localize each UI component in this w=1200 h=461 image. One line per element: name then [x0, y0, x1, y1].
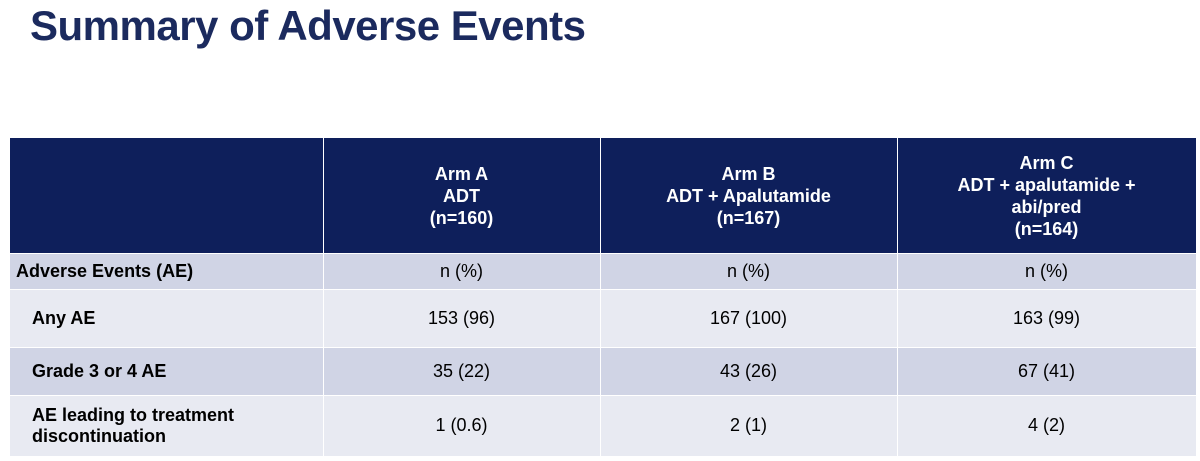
cell: n (%)	[897, 253, 1197, 290]
cell: 1 (0.6)	[323, 395, 601, 456]
column-header: Arm C ADT + apalutamide + abi/pred (n=164)	[897, 138, 1197, 254]
header-line: (n=167)	[716, 207, 781, 228]
table-row: Grade 3 or 4 AE 35 (22) 43 (26) 67 (41)	[10, 347, 1197, 396]
header-line: ADT + apalutamide +	[957, 174, 1136, 195]
cell: 167 (100)	[600, 289, 898, 348]
header-line: (n=164)	[1014, 218, 1079, 239]
header-row: Arm A ADT (n=160) Arm B ADT + Apalutamide (n=…	[10, 138, 1197, 254]
table-body: Adverse Events (AE) n (%) n (%) n (%) Any AE…	[10, 253, 1197, 456]
adverse-events-table: Arm A ADT (n=160) Arm B ADT + Apalutamide (n=…	[10, 138, 1197, 456]
header-line: (n=160)	[429, 207, 494, 228]
cell: n (%)	[600, 253, 898, 290]
row-label: AE leading to treatment discontinuation	[10, 395, 324, 456]
header-line: Arm C	[1019, 152, 1074, 173]
row-label: Any AE	[10, 289, 324, 348]
header-line: Arm B	[721, 163, 776, 184]
cell: 163 (99)	[897, 289, 1197, 348]
table-row: AE leading to treatment discontinuation 1…	[10, 395, 1197, 456]
table-row: Adverse Events (AE) n (%) n (%) n (%)	[10, 253, 1197, 290]
cell: 67 (41)	[897, 347, 1197, 396]
table-row: Any AE 153 (96) 167 (100) 163 (99)	[10, 289, 1197, 348]
column-header: Arm A ADT (n=160)	[323, 138, 601, 254]
row-label: Grade 3 or 4 AE	[10, 347, 324, 396]
cell: 4 (2)	[897, 395, 1197, 456]
column-header: Arm B ADT + Apalutamide (n=167)	[600, 138, 898, 254]
header-line: Arm A	[434, 163, 489, 184]
header-line: abi/pred	[1011, 196, 1082, 217]
cell: 35 (22)	[323, 347, 601, 396]
cell: n (%)	[323, 253, 601, 290]
cell: 2 (1)	[600, 395, 898, 456]
cell: 153 (96)	[323, 289, 601, 348]
cell: 43 (26)	[600, 347, 898, 396]
header-line: ADT + Apalutamide	[666, 185, 831, 206]
row-label: Adverse Events (AE)	[10, 253, 324, 290]
header-line: ADT	[443, 185, 480, 206]
title: Summary of Adverse Events	[30, 2, 586, 49]
column-header	[10, 138, 324, 254]
